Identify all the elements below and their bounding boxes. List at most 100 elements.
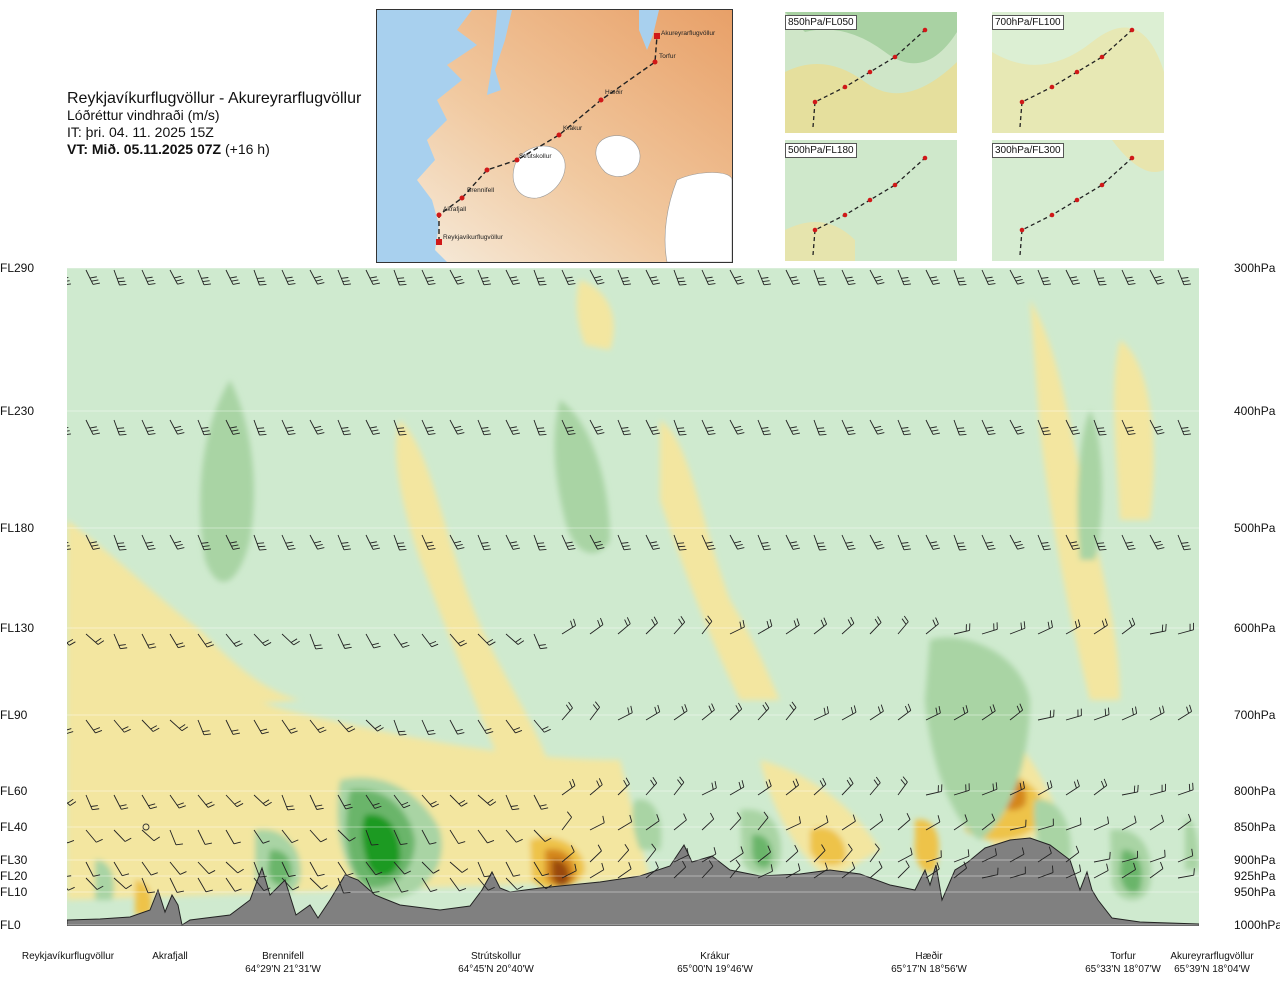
wind-barb: [617, 862, 632, 879]
wind-barb: [449, 719, 465, 735]
wind-barb: [617, 269, 631, 286]
wind-barb: [169, 419, 185, 435]
location-label: Krákur 65°00'N 19°46'W: [655, 950, 775, 976]
wind-barb: [1177, 704, 1192, 721]
wind-barb: [85, 829, 103, 843]
vertical-velocity-region: [1030, 300, 1120, 700]
wind-barb: [533, 269, 547, 286]
map-label-akrafjall: Akrafjall: [443, 206, 467, 213]
wind-barb: [869, 813, 884, 831]
wind-barb: [1093, 816, 1110, 831]
wind-barb: [197, 534, 211, 551]
wind-barb: [1037, 709, 1055, 721]
wind-barb: [1149, 705, 1165, 721]
wind-barb: [1093, 851, 1111, 863]
wind-barb: [449, 633, 467, 647]
wind-barb: [617, 705, 633, 721]
wind-barb: [645, 776, 658, 796]
wind-barb: [925, 706, 941, 721]
wind-barb: [589, 862, 605, 879]
wind-barb: [981, 782, 998, 796]
wind-barb: [449, 877, 467, 892]
thumb-300[interactable]: 300hPa/FL300: [992, 140, 1164, 261]
wind-barb: [365, 269, 380, 285]
wind-barb: [67, 840, 75, 844]
wind-barb: [421, 877, 438, 892]
wind-barb: [897, 813, 911, 831]
wind-barb: [225, 861, 244, 874]
wind-barb: [1149, 623, 1167, 635]
wind-barb: [141, 829, 161, 842]
vertical-velocity-region: [576, 280, 614, 350]
wind-barb: [1009, 866, 1026, 879]
map-label-brennifell: Brennifell: [467, 187, 495, 194]
wind-barb: [1037, 865, 1054, 879]
wind-barb: [897, 419, 911, 436]
wind-barb: [869, 534, 885, 550]
flight-level-label: FL130: [0, 621, 35, 635]
wind-barb: [813, 534, 827, 551]
wind-barb: [673, 534, 687, 551]
wind-barb: [225, 794, 244, 808]
wind-barb: [673, 704, 688, 721]
wind-barb: [953, 783, 970, 796]
wind-barb: [1121, 269, 1136, 286]
wind-barb: [477, 269, 491, 286]
wind-barb: [841, 534, 856, 551]
wind-barb: [925, 269, 940, 285]
wind-barb: [925, 862, 940, 879]
wind-barb: [225, 719, 240, 735]
wind-barb: [281, 861, 296, 877]
flight-level-label: FL0: [0, 918, 21, 932]
wind-barb: [561, 701, 573, 721]
wind-barb: [757, 534, 771, 551]
wind-barb: [1037, 419, 1051, 436]
wind-barb: [645, 861, 659, 879]
wind-barb: [1093, 419, 1107, 436]
wind-barb: [365, 719, 384, 732]
wind-barb: [477, 633, 496, 646]
wind-barb: [981, 867, 999, 879]
wind-barb: [673, 813, 687, 831]
wind-barb: [337, 877, 351, 894]
flight-level-label: FL10: [0, 885, 28, 899]
wind-barb: [1121, 534, 1136, 551]
flight-level-label: FL180: [0, 521, 35, 535]
wind-barb: [505, 419, 520, 435]
wind-barb: [225, 419, 240, 435]
wind-barb: [505, 633, 525, 645]
wind-barb: [701, 419, 716, 436]
wind-barb: [421, 719, 436, 736]
wind-barb: [113, 877, 133, 890]
location-name: Hæðir: [915, 951, 943, 962]
vertical-velocity-region: [752, 834, 772, 868]
wind-barb: [1037, 818, 1054, 831]
wind-barb: [449, 419, 465, 435]
wind-barb: [197, 861, 216, 875]
wind-barb: [981, 419, 996, 436]
thumb-500[interactable]: 500hPa/FL180: [785, 140, 957, 261]
wind-barb: [589, 419, 605, 435]
wind-barb: [729, 702, 743, 721]
wind-barb: [1065, 845, 1080, 863]
wind-barb: [85, 719, 103, 734]
wind-barb: [981, 534, 996, 551]
wind-barb: [785, 534, 800, 550]
wind-barb: [589, 534, 605, 550]
thumb-850[interactable]: 850hPa/FL050: [785, 12, 957, 133]
wind-barb: [393, 719, 407, 736]
wind-barb: [1177, 813, 1192, 831]
thumb-700[interactable]: 700hPa/FL100: [992, 12, 1164, 133]
wind-barb: [477, 829, 495, 844]
vertical-velocity-region: [1114, 340, 1154, 520]
wind-barb: [477, 794, 497, 806]
wind-barb: [1093, 707, 1110, 721]
wind-barb: [505, 829, 523, 843]
wind-barb: [169, 269, 185, 285]
flight-level-label: FL30: [0, 853, 28, 867]
wind-barb: [67, 277, 71, 285]
wind-barb: [757, 845, 772, 863]
wind-barb: [505, 534, 520, 550]
wind-barb: [421, 534, 436, 551]
wind-barb: [645, 814, 660, 831]
